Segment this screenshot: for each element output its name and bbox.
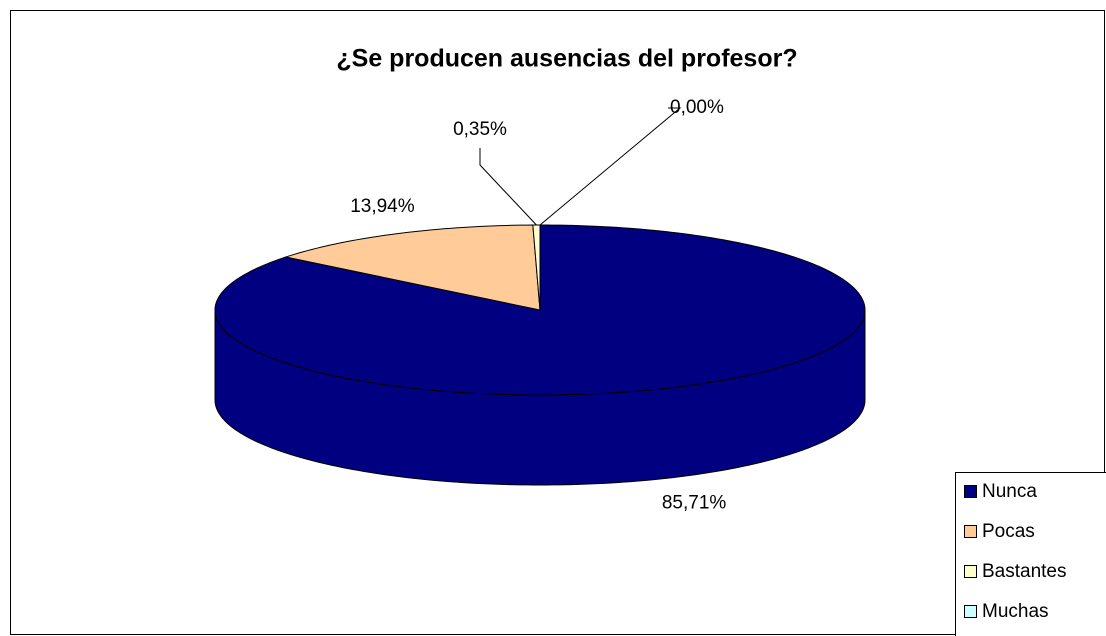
leader-line bbox=[479, 148, 537, 226]
legend-swatch bbox=[964, 485, 977, 498]
legend-swatch bbox=[964, 565, 977, 578]
data-label: 85,71% bbox=[662, 493, 727, 514]
pie-slice bbox=[283, 224, 541, 311]
legend: Nunca Pocas Bastantes Muchas bbox=[964, 481, 1067, 622]
data-label: 13,94% bbox=[350, 196, 415, 217]
legend-box bbox=[955, 472, 1106, 636]
legend-swatch bbox=[964, 605, 977, 618]
legend-label: Pocas bbox=[982, 521, 1035, 542]
data-label: 0,00% bbox=[670, 97, 724, 118]
legend-swatch bbox=[964, 525, 977, 538]
pie: 85,71% 13,94% 0,35% 0,00% bbox=[214, 97, 866, 514]
legend-label: Bastantes bbox=[982, 561, 1067, 582]
leader-line bbox=[539, 107, 682, 226]
legend-label: Muchas bbox=[982, 601, 1049, 622]
chart-title: ¿Se producen ausencias del profesor? bbox=[336, 45, 797, 73]
data-label: 0,35% bbox=[453, 119, 507, 140]
legend-label: Nunca bbox=[982, 481, 1037, 502]
